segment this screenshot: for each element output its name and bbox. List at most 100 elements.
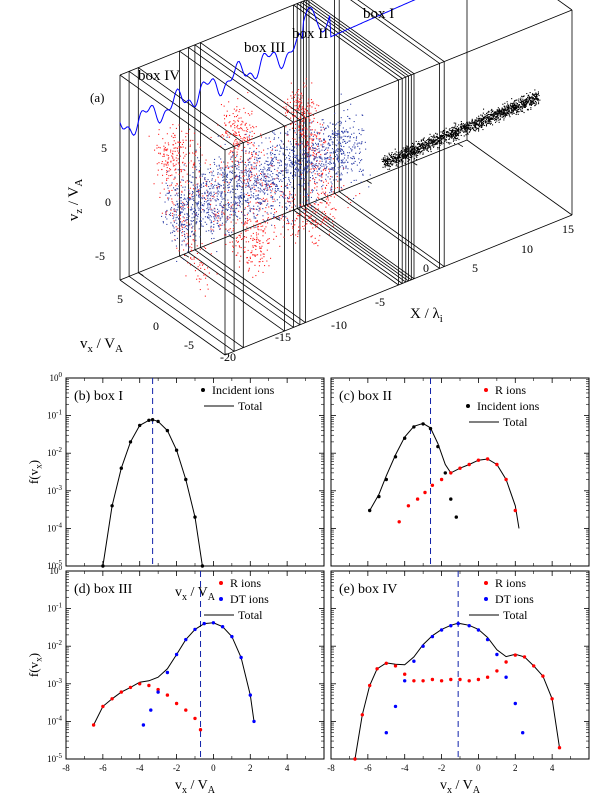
dt-ion-point [353, 137, 355, 139]
frame-edge [557, 0, 573, 11]
dt-ion-point [345, 129, 347, 131]
r-ion-point [178, 152, 180, 154]
incident-ion-point [495, 114, 497, 116]
dt-ion-point [181, 203, 183, 205]
dt-ion-point [247, 212, 249, 214]
r-ion-point [327, 149, 329, 151]
incident-ion-point [413, 148, 415, 150]
r-ion-point [225, 116, 227, 118]
dt-ion-point [272, 216, 274, 218]
r-ion-point [303, 118, 305, 120]
incident-ion-point [467, 126, 469, 128]
r-ion-point [291, 97, 293, 99]
incident-ion-point [416, 152, 418, 154]
incident-ion-point [405, 148, 407, 150]
dt-ion-point [337, 148, 339, 150]
dt-ion-point [297, 123, 299, 125]
r-ion-point [299, 116, 301, 118]
dt-ion-point [179, 230, 181, 232]
incident-ion-point [513, 108, 515, 110]
r-ion-point [189, 197, 191, 199]
incident-ion-point [492, 116, 494, 118]
r-ion-point [226, 110, 228, 112]
incident-ion-point [406, 155, 408, 157]
r-ion-point [156, 163, 158, 165]
dt-ion-point [285, 185, 287, 187]
dt-ion-point [259, 187, 261, 189]
incident-ion-point [475, 129, 477, 131]
r-ion-point [237, 148, 239, 150]
r-ion-point [186, 232, 188, 234]
dt-ion-point [239, 202, 241, 204]
incident-ion-point [509, 108, 511, 110]
incident-ion-point [453, 134, 455, 136]
dt-ion-point [257, 195, 259, 197]
incident-ion-point [486, 113, 488, 115]
dt-ion-point [315, 177, 317, 179]
incident-ion-point [525, 99, 527, 101]
dt-ion-point [253, 205, 255, 207]
dt-ion-point [361, 114, 363, 116]
incident-ion-point [434, 141, 436, 143]
dt-ion-point [187, 199, 189, 201]
incident-ion-point [428, 143, 430, 145]
dt-ion-point [187, 197, 189, 199]
dt-ion-point [197, 190, 199, 192]
dt-ion-point [340, 148, 342, 150]
dt-ion-point [265, 179, 267, 181]
dt-ion-point [324, 168, 326, 170]
incident-ion-point [506, 114, 508, 116]
r-ion-point [243, 248, 245, 250]
dt-ion-point [331, 188, 333, 190]
r-ion-point [190, 139, 192, 141]
dt-ion-point [329, 152, 331, 154]
dt-ion-point [232, 219, 234, 221]
incident-ion-point [489, 123, 491, 125]
dt-ion-point [310, 132, 312, 134]
r-ion-point [216, 273, 218, 275]
r-ion-point [205, 247, 207, 249]
incident-ion-point [501, 110, 503, 112]
r-ion-point [255, 190, 257, 192]
dt-ion-point [300, 163, 302, 165]
r-ion-point [249, 209, 251, 211]
dt-ion-point [241, 211, 243, 213]
dt-ion-point [183, 202, 185, 204]
r-ion-point [163, 188, 165, 190]
r-ion-point [179, 214, 181, 216]
r-ion-point [317, 208, 319, 210]
incident-ion-point [411, 151, 413, 153]
vz-axis-label: vz / VA [66, 179, 85, 222]
dt-ion-point [256, 180, 258, 182]
incident-ion-point [408, 150, 410, 152]
dt-ion-point [298, 163, 300, 165]
dt-ion-point [191, 227, 193, 229]
r-ion-point [172, 137, 174, 139]
dt-ion-point [255, 185, 257, 187]
incident-ion-point [504, 112, 506, 114]
dt-ion-point [314, 164, 316, 166]
r-ion-point [228, 167, 230, 169]
incident-ion-point [447, 142, 449, 144]
dt-ion-point [184, 213, 186, 215]
r-ion-point [307, 205, 309, 207]
dt-ion-point [312, 143, 314, 145]
r-ion-point [332, 225, 334, 227]
r-ion-point [255, 239, 257, 241]
incident-ion-point [396, 159, 398, 161]
r-ion-point [179, 155, 181, 157]
incident-ion-point [384, 162, 386, 164]
r-ion-point [178, 173, 180, 175]
r-ion-point [304, 225, 306, 227]
r-ion-point [310, 134, 312, 136]
r-ion-point [189, 144, 191, 146]
incident-ion-point [477, 128, 479, 130]
r-ion-point [165, 160, 167, 162]
dt-ion-point [183, 227, 185, 229]
dt-ion-point [312, 171, 314, 173]
r-ion-point [204, 268, 206, 270]
dt-ion-point [182, 207, 184, 209]
dt-ion-point [183, 164, 185, 166]
r-ion-point [327, 199, 329, 201]
dt-ion-point [292, 174, 294, 176]
